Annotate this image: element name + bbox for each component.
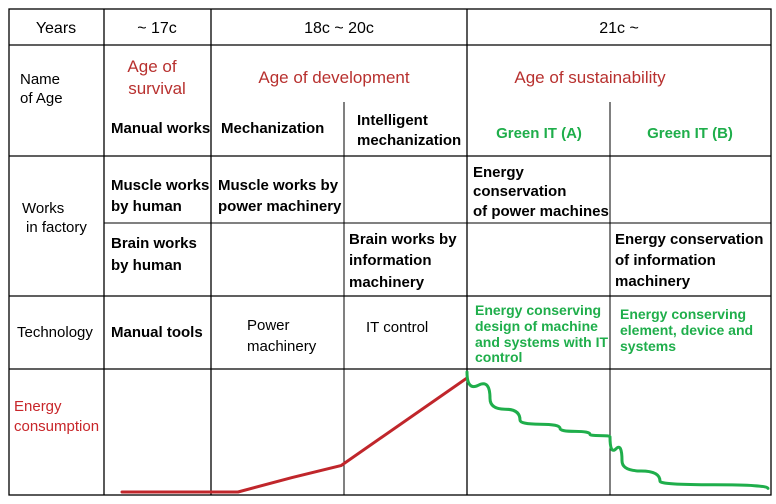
tech-green-b-3: systems	[620, 338, 676, 354]
stage-intelligent-2: mechanization	[357, 132, 461, 149]
stage-names: Manual works Mechanization Intelligent m…	[111, 112, 733, 149]
tech-power-1: Power	[247, 317, 290, 334]
tech-green-a-2: design of machine	[475, 318, 598, 334]
brain-works-row: Brain works by human Brain works by info…	[111, 231, 763, 291]
row-label-technology: Technology	[17, 324, 93, 341]
conservation-power-3: of power machines	[473, 203, 609, 220]
brain-info-2: information	[349, 252, 432, 269]
row-label-works-2: in factory	[26, 219, 87, 236]
energy-curve-green	[467, 372, 768, 488]
tech-green-a-3: and systems with IT	[475, 334, 608, 350]
conservation-info-3: machinery	[615, 273, 691, 290]
conservation-info-1: Energy conservation	[615, 231, 763, 248]
brain-human-2: by human	[111, 257, 182, 274]
tech-power-2: machinery	[247, 338, 317, 355]
stage-mechanization: Mechanization	[221, 120, 324, 137]
muscle-power-1: Muscle works by	[218, 177, 339, 194]
tech-green-a-4: control	[475, 349, 522, 365]
brain-info-3: machinery	[349, 274, 425, 291]
energy-curve-red	[122, 378, 467, 492]
tech-manual-tools: Manual tools	[111, 324, 203, 341]
period-17c: ~ 17c	[137, 20, 177, 37]
brain-info-1: Brain works by	[349, 231, 457, 248]
stage-intelligent-1: Intelligent	[357, 112, 428, 129]
energy-curves	[122, 372, 768, 492]
age-survival-2: survival	[128, 79, 186, 98]
muscle-human-1: Muscle works	[111, 177, 209, 194]
muscle-human-2: by human	[111, 198, 182, 215]
header-row: Years ~ 17c 18c ~ 20c 21c ~	[36, 20, 639, 37]
tech-green-b-2: element, device and	[620, 322, 753, 338]
conservation-power-2: conservation	[473, 183, 566, 200]
row-label-name-of-age-1: Name	[20, 71, 60, 88]
technology-row: Manual tools Power machinery IT control …	[111, 302, 753, 365]
stage-green-it-a: Green IT (A)	[496, 125, 582, 142]
age-names: Age of survival Age of development Age o…	[127, 57, 666, 98]
tech-green-b-1: Energy conserving	[620, 306, 746, 322]
stage-manual-works: Manual works	[111, 120, 210, 137]
tech-green-a-1: Energy conserving	[475, 302, 601, 318]
row-label-energy-2: consumption	[14, 418, 99, 435]
period-18c-20c: 18c ~ 20c	[304, 20, 374, 37]
brain-human-1: Brain works	[111, 235, 197, 252]
stage-green-it-b: Green IT (B)	[647, 125, 733, 142]
conservation-info-2: of information	[615, 252, 716, 269]
years-header: Years	[36, 20, 76, 37]
row-labels: Name of Age Works in factory Technology …	[14, 71, 99, 435]
row-label-works-1: Works	[22, 200, 64, 217]
muscle-power-2: power machinery	[218, 198, 342, 215]
conservation-power-1: Energy	[473, 164, 525, 181]
muscle-works-row: Muscle works by human Muscle works by po…	[111, 164, 609, 220]
tech-it-control: IT control	[366, 319, 428, 336]
row-label-name-of-age-2: of Age	[20, 90, 63, 107]
period-21c: 21c ~	[599, 20, 639, 37]
age-survival-1: Age of	[127, 57, 176, 76]
age-sustainability: Age of sustainability	[514, 68, 666, 87]
age-development: Age of development	[258, 68, 409, 87]
row-label-energy-1: Energy	[14, 398, 62, 415]
